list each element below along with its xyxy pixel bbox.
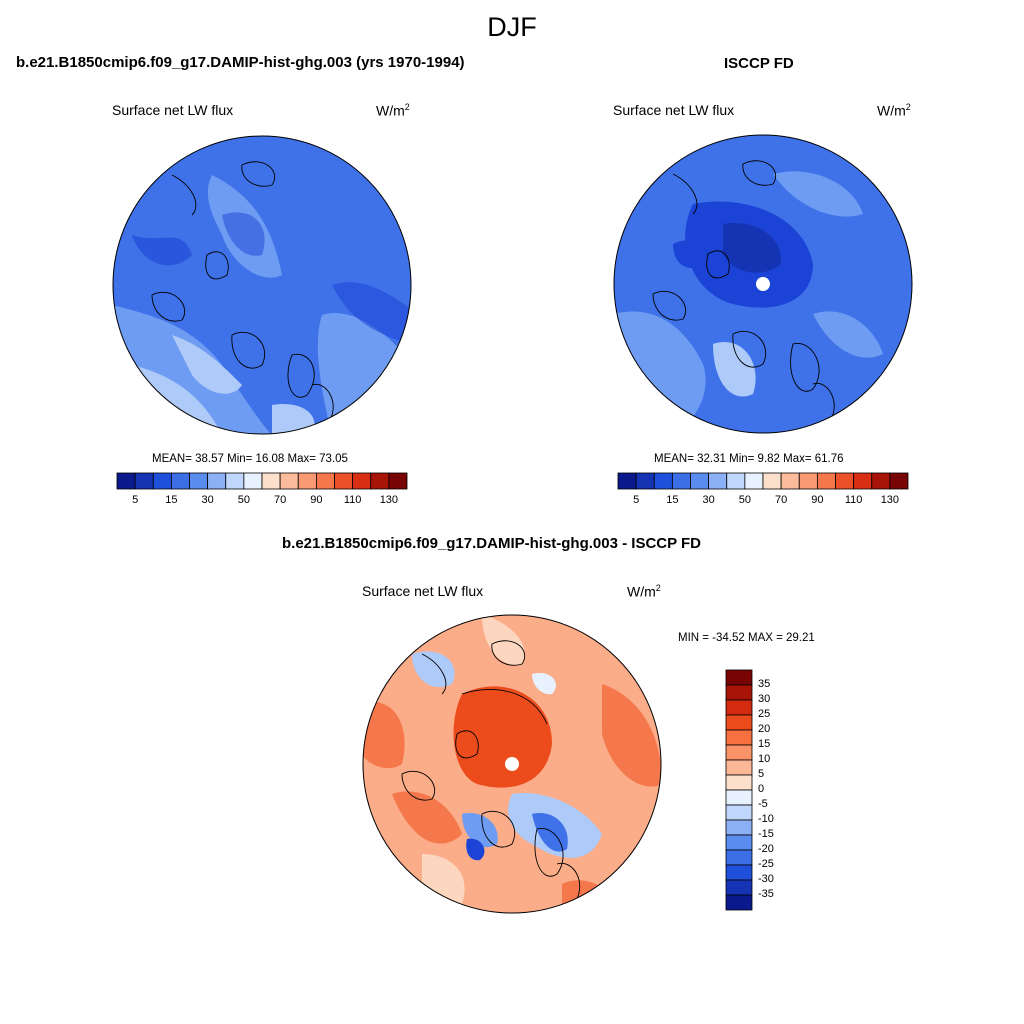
obs-colorbar-tick-label: 15 bbox=[666, 494, 679, 506]
obs-colorbar-swatch bbox=[635, 472, 655, 490]
diff-stats: MIN = -34.52 MAX = 29.21 bbox=[678, 632, 815, 644]
diff-colorbar-swatch bbox=[725, 669, 753, 686]
diff-colorbar-swatch bbox=[725, 834, 753, 851]
obs-colorbar-swatch bbox=[671, 472, 691, 490]
obs-stats: MEAN= 32.31 Min= 9.82 Max= 61.76 bbox=[654, 453, 844, 465]
model-colorbar-swatch bbox=[315, 472, 335, 490]
obs-colorbar-swatch bbox=[617, 472, 637, 490]
obs-units-label: W/m2 bbox=[877, 102, 911, 119]
diff-colorbar-tick-label: 15 bbox=[758, 738, 771, 750]
obs-colorbar bbox=[617, 472, 909, 490]
model-stats: MEAN= 38.57 Min= 16.08 Max= 73.05 bbox=[152, 453, 348, 465]
model-colorbar-swatch bbox=[297, 472, 317, 490]
obs-colorbar-swatch bbox=[853, 472, 873, 490]
obs-polar-map bbox=[613, 134, 913, 434]
diff-colorbar bbox=[725, 669, 753, 911]
diff-polar-map bbox=[362, 614, 662, 914]
obs-colorbar-tick-label: 130 bbox=[880, 494, 900, 506]
model-colorbar-swatch bbox=[261, 472, 281, 490]
diff-variable-label: Surface net LW flux bbox=[362, 583, 484, 599]
diff-colorbar-swatch bbox=[725, 804, 753, 821]
model-colorbar-swatch bbox=[152, 472, 172, 490]
obs-colorbar-tick-label: 30 bbox=[702, 494, 715, 506]
obs-variable-label: Surface net LW flux bbox=[613, 102, 735, 118]
diff-colorbar-tick-label: -25 bbox=[758, 858, 774, 870]
obs-colorbar-swatch bbox=[816, 472, 836, 490]
obs-colorbar-swatch bbox=[653, 472, 673, 490]
model-colorbar-swatch bbox=[189, 472, 209, 490]
diff-colorbar-tick-label: -35 bbox=[758, 888, 774, 900]
diff-colorbar-tick-label: 25 bbox=[758, 708, 771, 720]
diff-colorbar-tick-label: -30 bbox=[758, 873, 774, 885]
obs-colorbar-swatch bbox=[889, 472, 909, 490]
diff-colorbar-swatch bbox=[725, 789, 753, 806]
diff-colorbar-tick-label: 30 bbox=[758, 693, 771, 705]
obs-colorbar-swatch bbox=[780, 472, 800, 490]
model-panel-title: b.e21.B1850cmip6.f09_g17.DAMIP-hist-ghg.… bbox=[16, 54, 465, 71]
obs-colorbar-tick-label: 50 bbox=[738, 494, 751, 506]
obs-colorbar-swatch bbox=[871, 472, 891, 490]
model-colorbar-swatch bbox=[170, 472, 190, 490]
diff-colorbar-swatch bbox=[725, 864, 753, 881]
obs-colorbar-tick-label: 5 bbox=[633, 494, 640, 506]
obs-colorbar-swatch bbox=[744, 472, 764, 490]
obs-colorbar-swatch bbox=[690, 472, 710, 490]
obs-colorbar-swatch bbox=[726, 472, 746, 490]
diff-colorbar-swatch bbox=[725, 849, 753, 866]
model-colorbar-tick-label: 15 bbox=[165, 494, 178, 506]
model-colorbar-swatch bbox=[388, 472, 408, 490]
model-colorbar-swatch bbox=[225, 472, 245, 490]
model-units-label: W/m2 bbox=[376, 102, 410, 119]
diff-colorbar-swatch bbox=[725, 819, 753, 836]
obs-colorbar-tick-label: 70 bbox=[775, 494, 788, 506]
diff-panel-title: b.e21.B1850cmip6.f09_g17.DAMIP-hist-ghg.… bbox=[282, 535, 702, 552]
obs-colorbar-tick-label: 90 bbox=[811, 494, 824, 506]
diff-units-label: W/m2 bbox=[627, 583, 661, 600]
diff-colorbar-swatch bbox=[725, 759, 753, 776]
model-colorbar-tick-label: 5 bbox=[132, 494, 139, 506]
diff-colorbar-swatch bbox=[725, 894, 753, 911]
obs-colorbar-swatch bbox=[798, 472, 818, 490]
diff-colorbar-swatch bbox=[725, 744, 753, 761]
diff-colorbar-tick-label: 0 bbox=[758, 783, 765, 795]
diff-colorbar-tick-label: 10 bbox=[758, 753, 771, 765]
model-colorbar-swatch bbox=[116, 472, 136, 490]
model-colorbar-swatch bbox=[279, 472, 299, 490]
diff-colorbar-swatch bbox=[725, 684, 753, 701]
figure-title: DJF bbox=[487, 12, 537, 42]
model-colorbar-tick-label: 30 bbox=[201, 494, 214, 506]
diff-colorbar-tick-label: -15 bbox=[758, 828, 774, 840]
diff-colorbar-swatch bbox=[725, 699, 753, 716]
model-variable-label: Surface net LW flux bbox=[112, 102, 234, 118]
model-colorbar-swatch bbox=[207, 472, 227, 490]
diff-colorbar-tick-label: 20 bbox=[758, 723, 771, 735]
model-colorbar-tick-label: 90 bbox=[310, 494, 323, 506]
diff-colorbar-swatch bbox=[725, 714, 753, 731]
model-colorbar-tick-label: 50 bbox=[237, 494, 250, 506]
diff-colorbar-tick-label: -20 bbox=[758, 843, 774, 855]
obs-panel-title: ISCCP FD bbox=[724, 55, 794, 72]
model-colorbar-swatch bbox=[134, 472, 154, 490]
diff-colorbar-tick-label: 5 bbox=[758, 768, 765, 780]
obs-colorbar-tick-label: 110 bbox=[844, 494, 863, 506]
diff-colorbar-tick-label: -5 bbox=[758, 798, 768, 810]
obs-colorbar-swatch bbox=[708, 472, 728, 490]
obs-colorbar-swatch bbox=[762, 472, 782, 490]
model-polar-map bbox=[112, 135, 412, 435]
obs-colorbar-swatch bbox=[835, 472, 855, 490]
model-colorbar-swatch bbox=[370, 472, 390, 490]
diff-colorbar-swatch bbox=[725, 774, 753, 791]
diff-colorbar-tick-label: -10 bbox=[758, 813, 774, 825]
model-colorbar-tick-label: 130 bbox=[379, 494, 399, 506]
model-colorbar-swatch bbox=[334, 472, 354, 490]
model-colorbar-tick-label: 70 bbox=[274, 494, 287, 506]
model-colorbar-swatch bbox=[352, 472, 372, 490]
model-colorbar-tick-label: 110 bbox=[343, 494, 362, 506]
diff-colorbar-tick-label: 35 bbox=[758, 678, 771, 690]
diff-colorbar-swatch bbox=[725, 729, 753, 746]
model-colorbar-swatch bbox=[243, 472, 263, 490]
model-colorbar bbox=[116, 472, 408, 490]
diff-colorbar-swatch bbox=[725, 879, 753, 896]
